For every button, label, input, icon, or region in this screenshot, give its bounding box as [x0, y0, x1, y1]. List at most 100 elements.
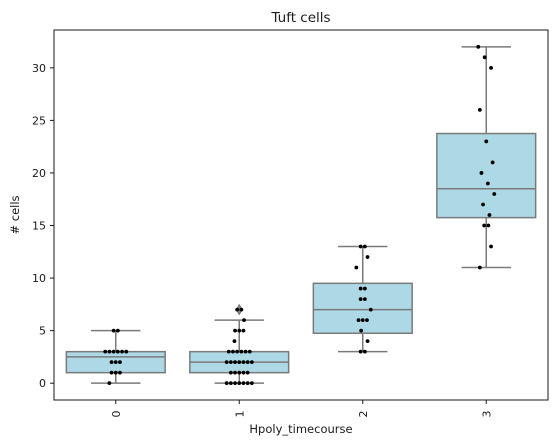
data-point — [224, 360, 229, 365]
y-tick-label: 10 — [32, 272, 46, 285]
data-point — [486, 223, 491, 228]
data-point — [360, 318, 365, 323]
y-tick-label: 20 — [32, 167, 46, 180]
data-point — [477, 265, 482, 270]
data-point — [228, 381, 233, 386]
data-point — [113, 360, 118, 365]
data-point — [109, 360, 114, 365]
data-point — [237, 370, 242, 375]
data-point — [489, 244, 493, 249]
points-0 — [103, 328, 129, 386]
data-point — [362, 286, 367, 291]
chart-title: Tuft cells — [270, 10, 330, 26]
data-point — [235, 307, 240, 312]
data-point — [124, 349, 129, 354]
data-point — [245, 370, 250, 375]
data-point — [358, 349, 363, 354]
y-tick-label: 30 — [32, 62, 46, 75]
data-point — [231, 349, 235, 354]
box-iqr — [312, 282, 413, 335]
data-point — [243, 349, 248, 354]
data-point — [233, 381, 237, 386]
y-tick-label: 15 — [32, 220, 46, 233]
data-point — [235, 349, 240, 354]
data-point — [482, 223, 487, 228]
data-point — [226, 349, 231, 354]
data-point — [228, 360, 233, 365]
x-axis-title: Hpoly_timecourse — [249, 422, 352, 436]
data-point — [120, 349, 124, 354]
data-point — [356, 318, 361, 323]
data-point — [241, 360, 246, 365]
data-point — [239, 349, 244, 354]
data-point — [245, 360, 250, 365]
data-point — [249, 381, 254, 386]
data-point — [111, 349, 116, 354]
data-point — [115, 328, 120, 333]
box-0 — [65, 329, 166, 384]
data-point — [107, 349, 112, 354]
data-point — [224, 381, 229, 386]
data-point — [362, 297, 367, 301]
plot-frame — [53, 29, 549, 401]
data-point — [358, 286, 363, 291]
data-point — [232, 339, 237, 344]
plot-area — [65, 44, 537, 386]
data-point — [484, 139, 489, 144]
data-point — [365, 255, 370, 259]
data-point — [107, 381, 112, 386]
data-point — [237, 360, 242, 365]
data-point — [358, 297, 363, 301]
data-point — [485, 181, 490, 186]
y-tick-label: 25 — [32, 114, 46, 127]
box-2 — [312, 245, 413, 353]
points-3 — [476, 44, 497, 270]
data-point — [111, 328, 116, 333]
data-point — [365, 339, 370, 344]
data-point — [242, 318, 246, 323]
data-point — [359, 328, 364, 333]
data-point — [103, 349, 108, 354]
data-point — [489, 65, 493, 70]
data-point — [477, 107, 482, 112]
data-point — [487, 213, 492, 217]
data-point — [118, 370, 122, 375]
points-2 — [354, 244, 373, 354]
data-point — [109, 370, 114, 375]
data-point — [481, 202, 485, 207]
data-point — [247, 349, 252, 354]
data-point — [249, 360, 254, 365]
data-point — [233, 370, 237, 375]
x-tick-label: 3 — [480, 411, 493, 418]
data-point — [237, 328, 242, 333]
y-tick-label: 5 — [39, 325, 46, 338]
data-point — [233, 360, 237, 365]
data-point — [241, 328, 246, 333]
data-point — [476, 44, 481, 49]
data-point — [245, 381, 250, 386]
data-point — [241, 370, 246, 375]
x-tick-label: 2 — [357, 411, 370, 418]
x-tick-label: 1 — [233, 411, 246, 418]
data-point — [113, 370, 118, 375]
box-iqr — [436, 132, 537, 219]
data-point — [237, 381, 242, 386]
data-point — [358, 244, 363, 249]
x-tick-label: 0 — [110, 411, 123, 418]
data-point — [115, 349, 120, 354]
data-point — [228, 370, 233, 375]
y-axis: 0 5 10 15 20 25 30 — [32, 62, 54, 390]
data-point — [368, 307, 373, 312]
y-axis-title: # cells — [8, 195, 22, 234]
y-tick-label: 0 — [39, 377, 46, 390]
data-point — [492, 192, 497, 196]
data-point — [241, 381, 246, 386]
data-point — [239, 307, 244, 312]
box-3 — [436, 46, 537, 269]
data-point — [490, 160, 495, 165]
data-point — [479, 171, 484, 175]
points-1 — [224, 307, 254, 386]
data-point — [362, 244, 367, 249]
data-point — [354, 265, 359, 270]
data-point — [118, 360, 122, 365]
